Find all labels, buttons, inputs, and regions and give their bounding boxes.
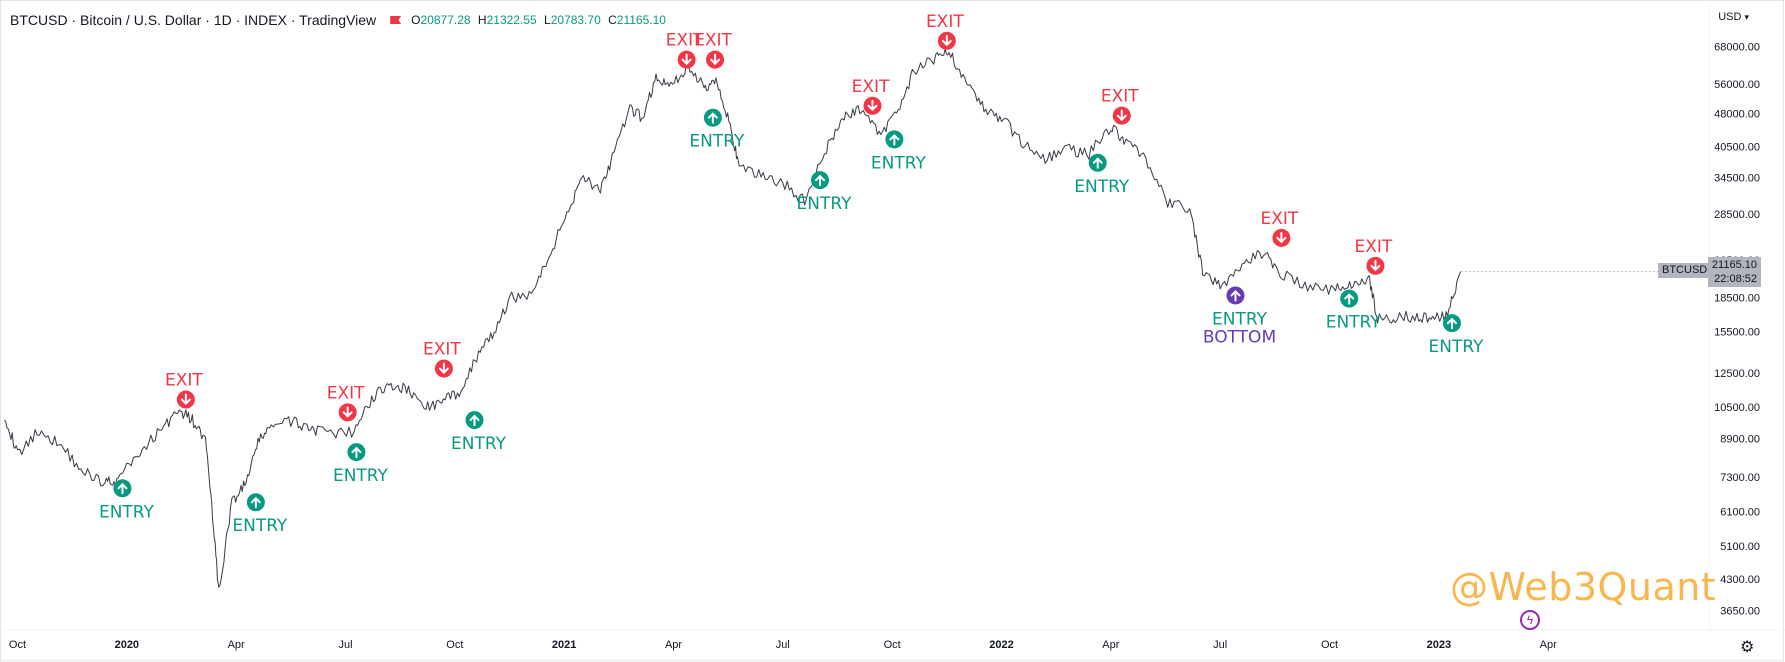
exit-label: EXIT xyxy=(423,340,461,360)
last-price-label: 21165.10 22:08:52 xyxy=(1707,257,1761,287)
time-tick-label: Apr xyxy=(228,639,245,651)
arrow-up-icon xyxy=(250,496,261,509)
entry-label: ENTRY xyxy=(689,132,745,152)
price-tick-label: 15500.00 xyxy=(1714,327,1760,339)
time-tick-label: Jul xyxy=(776,639,790,651)
arrow-up-icon xyxy=(1230,290,1241,302)
price-tick-label: 56000.00 xyxy=(1714,79,1760,91)
arrow-up-icon xyxy=(1446,317,1457,330)
entry-label: ENTRY xyxy=(333,466,389,486)
flag-icon[interactable] xyxy=(390,16,402,24)
time-tick-label: 2023 xyxy=(1427,639,1451,651)
time-tick-label: Oct xyxy=(446,639,463,651)
arrow-down-icon xyxy=(180,393,191,405)
high-label: H xyxy=(477,13,487,27)
currency-selector[interactable]: USD xyxy=(1718,11,1749,23)
last-price-value: 21165.10 xyxy=(1711,259,1757,271)
time-tick-label: Jul xyxy=(338,639,352,651)
arrow-up-icon xyxy=(469,414,480,427)
entry-label: ENTRY xyxy=(451,434,507,454)
price-series-line xyxy=(3,48,1462,588)
entry-label: ENTRY xyxy=(797,194,853,214)
entry-label: ENTRY xyxy=(871,153,927,173)
time-tick-label: Jul xyxy=(1213,639,1227,651)
bottom-label: BOTTOM xyxy=(1203,327,1276,347)
arrow-up-icon xyxy=(117,482,128,495)
entry-label: ENTRY xyxy=(1212,309,1268,329)
time-tick-label: 2022 xyxy=(989,639,1013,651)
exit-label: EXIT xyxy=(852,77,890,97)
arrow-down-icon xyxy=(710,53,721,66)
arrow-down-icon xyxy=(867,99,878,112)
time-tick-label: Oct xyxy=(9,639,26,651)
arrow-down-icon xyxy=(1116,109,1127,122)
entry-label: ENTRY xyxy=(99,502,155,522)
time-tick-label: Apr xyxy=(665,639,682,651)
exit-label: EXIT xyxy=(1261,209,1299,229)
exit-label: EXIT xyxy=(1101,87,1139,107)
close-value: 21165.10 xyxy=(616,13,666,27)
entry-label: ENTRY xyxy=(232,516,288,536)
price-tick-label: 5100.00 xyxy=(1720,541,1760,553)
arrow-up-icon xyxy=(889,133,900,146)
arrow-up-icon xyxy=(1092,157,1103,169)
open-label: O xyxy=(411,13,421,27)
time-tick-label: 2020 xyxy=(115,639,139,651)
price-tick-label: 18500.00 xyxy=(1714,293,1760,305)
exit-label: EXIT xyxy=(165,371,203,391)
arrow-up-icon xyxy=(351,446,362,459)
time-tick-label: Oct xyxy=(1321,639,1338,651)
time-tick-label: Oct xyxy=(884,639,901,651)
open-value: 20877.28 xyxy=(420,13,471,27)
price-tick-label: 4300.00 xyxy=(1720,574,1760,586)
price-tick-label: 8900.00 xyxy=(1720,434,1760,446)
close-label: C xyxy=(608,13,617,27)
price-tick-label: 48000.00 xyxy=(1714,109,1760,121)
exit-label: EXIT xyxy=(694,31,732,51)
symbol-price-tag: BTCUSD xyxy=(1658,263,1712,278)
arrow-down-icon xyxy=(438,362,449,374)
low-label: L xyxy=(544,13,551,27)
arrow-up-icon xyxy=(707,112,718,124)
exit-label: EXIT xyxy=(926,12,964,32)
exit-label: EXIT xyxy=(327,383,365,403)
low-value: 20783.70 xyxy=(550,13,601,27)
price-tick-label: 28500.00 xyxy=(1714,209,1760,221)
arrow-down-icon xyxy=(342,406,353,418)
price-tick-label: 10500.00 xyxy=(1714,402,1760,414)
chart-legend: BTCUSD · Bitcoin / U.S. Dollar · 1D · IN… xyxy=(10,12,666,28)
arrow-up-icon xyxy=(815,174,826,187)
exit-label: EXIT xyxy=(666,31,704,51)
arrow-down-icon xyxy=(1276,231,1287,244)
price-tick-label: 68000.00 xyxy=(1714,41,1760,53)
lightning-icon[interactable]: ϟ xyxy=(1520,610,1540,630)
price-tick-label: 40500.00 xyxy=(1714,141,1760,153)
gear-icon[interactable]: ⚙ xyxy=(1740,639,1755,656)
ohlc-values: O20877.28 H21322.55 L20783.70 C21165.10 xyxy=(411,13,666,27)
arrow-up-icon xyxy=(1344,293,1355,305)
entry-label: ENTRY xyxy=(1428,337,1484,357)
entry-label: ENTRY xyxy=(1074,177,1130,197)
price-tick-label: 3650.00 xyxy=(1720,606,1760,618)
watermark-text: @Web3Quant xyxy=(1450,565,1717,609)
entry-label: ENTRY xyxy=(1326,313,1382,333)
arrow-down-icon xyxy=(1370,259,1381,272)
bar-countdown: 22:08:52 xyxy=(1714,273,1757,285)
high-value: 21322.55 xyxy=(486,13,537,27)
arrow-down-icon xyxy=(941,34,952,47)
time-tick-label: Apr xyxy=(1102,639,1119,651)
price-tick-label: 7300.00 xyxy=(1720,472,1760,484)
exit-label: EXIT xyxy=(1355,237,1393,257)
price-tick-label: 34500.00 xyxy=(1714,172,1760,184)
time-tick-label: 2021 xyxy=(552,639,576,651)
price-tick-label: 6100.00 xyxy=(1720,507,1760,519)
arrow-down-icon xyxy=(681,53,692,66)
time-tick-label: Apr xyxy=(1540,639,1557,651)
symbol-title[interactable]: BTCUSD · Bitcoin / U.S. Dollar · 1D · IN… xyxy=(10,12,377,28)
price-tick-label: 12500.00 xyxy=(1714,368,1760,380)
